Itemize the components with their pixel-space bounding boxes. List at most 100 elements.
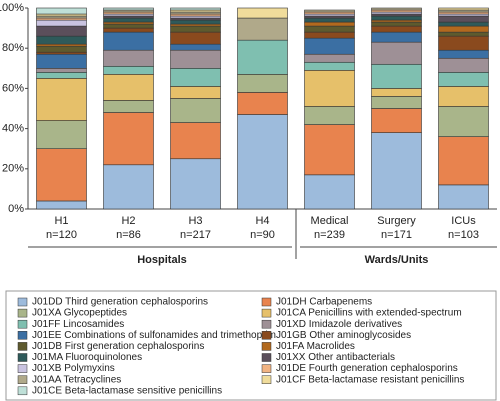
bar-segment <box>438 72 489 87</box>
bar-segment <box>170 86 221 99</box>
legend-swatch <box>261 353 272 362</box>
bar-segment <box>371 63 422 89</box>
bar-segment <box>170 43 221 51</box>
legend-swatch <box>17 386 28 396</box>
bar-segment <box>438 49 489 59</box>
bar-segment <box>103 17 154 23</box>
legend-swatch <box>17 364 28 373</box>
bar-segment <box>237 92 288 115</box>
legend-frame <box>5 290 497 401</box>
bar-segment <box>36 72 87 79</box>
x-count-label: n=103 <box>448 229 479 241</box>
bar-segment <box>103 15 154 19</box>
x-tick-label: Surgery <box>377 215 416 227</box>
bar-segment <box>438 21 489 27</box>
bar-segment <box>170 98 221 123</box>
y-tick-label: 60% <box>2 82 24 94</box>
bar-segment <box>103 21 154 25</box>
bar-segment <box>438 13 489 17</box>
bar-segment <box>170 31 221 45</box>
bar-segment <box>304 70 355 107</box>
bar-segment <box>304 106 355 125</box>
bar-segment <box>36 51 87 55</box>
bar-segment <box>438 9 489 13</box>
bar-segment <box>371 13 422 17</box>
bar-segment <box>103 23 154 29</box>
y-tick-label: 20% <box>2 163 24 175</box>
legend-swatch <box>261 297 272 307</box>
x-count-label: n=86 <box>116 229 141 241</box>
bar-segment <box>371 19 422 23</box>
legend-label: J01DE Fourth generation cephalosporins <box>276 363 458 374</box>
bar-segment <box>170 19 221 25</box>
legend-label: J01XD Imidazole derivatives <box>276 319 402 330</box>
legend-label: J01FF Lincosamides <box>32 319 124 330</box>
bar-segment <box>304 53 355 63</box>
legend-label: J01GB Other aminoglycosides <box>276 330 411 341</box>
x-tick-label: H3 <box>188 215 202 227</box>
bar-segment <box>304 15 355 19</box>
bar-segment <box>438 57 489 73</box>
bar-segment <box>36 200 87 210</box>
x-count-label: n=90 <box>250 229 275 241</box>
bar-segment <box>438 31 489 37</box>
bar-segment <box>170 7 221 11</box>
bar-segment <box>170 9 221 13</box>
legend-label: J01CA Penicillins with extended-spectrum <box>276 308 462 319</box>
bar-segment <box>36 45 87 53</box>
legend-label: J01DD Third generation cephalosporins <box>32 297 208 308</box>
bar-segment <box>438 106 489 137</box>
legend-swatch <box>261 319 272 329</box>
bar-segment <box>103 112 154 166</box>
bar-segment <box>103 11 154 15</box>
bar-segment <box>170 13 221 17</box>
bar-segment <box>371 25 422 33</box>
bar-segment <box>237 7 288 19</box>
bar-segment <box>304 13 355 17</box>
bar-segment <box>170 49 221 69</box>
bar-segment <box>36 53 87 69</box>
group-label: Hospitals <box>137 254 187 266</box>
y-tick-label: 40% <box>2 123 24 135</box>
legend-label: J01CF Beta-lactamase resistant penicilli… <box>276 374 464 385</box>
bar-segment <box>170 11 221 15</box>
bar-segment <box>170 158 221 210</box>
bar-segment <box>371 21 422 27</box>
bar-segment <box>103 13 154 17</box>
bar-segment <box>103 100 154 113</box>
bar-segment <box>304 37 355 55</box>
legend-swatch <box>17 375 28 384</box>
x-tick-label: ICUs <box>451 215 476 227</box>
x-tick-label: H4 <box>255 215 269 227</box>
bar-segment <box>36 68 87 73</box>
x-tick-label: H2 <box>121 215 135 227</box>
bar-segment <box>438 7 489 11</box>
bar-segment <box>371 41 422 65</box>
legend-label: J01FA Macrolides <box>276 341 355 352</box>
bar-segment <box>371 88 422 97</box>
bar-segment <box>170 23 221 27</box>
bar-segment <box>36 78 87 121</box>
bar-segment <box>103 74 154 101</box>
bar-segment <box>36 15 87 19</box>
x-count-label: n=217 <box>180 229 211 241</box>
bar-segment <box>36 43 87 47</box>
bar-segment <box>304 61 355 71</box>
bar-segment <box>36 19 87 27</box>
bar-segment <box>237 39 288 75</box>
x-count-label: n=171 <box>381 229 412 241</box>
bar-segment <box>170 122 221 160</box>
legend-swatch <box>17 331 28 340</box>
legend-label: J01XB Polymyxins <box>32 363 115 374</box>
legend-label: J01EE Combinations of sulfonamides and t… <box>32 330 276 341</box>
bar-segment <box>103 164 154 210</box>
bar-segment <box>170 15 221 19</box>
bar-segment <box>170 68 221 87</box>
bar-segment <box>170 25 221 33</box>
bar-segment <box>438 136 489 186</box>
bar-segment <box>438 86 489 107</box>
legend-label: J01XX Other antibacterials <box>276 352 395 363</box>
bar-segment <box>237 114 288 210</box>
bar-segment <box>438 184 489 210</box>
